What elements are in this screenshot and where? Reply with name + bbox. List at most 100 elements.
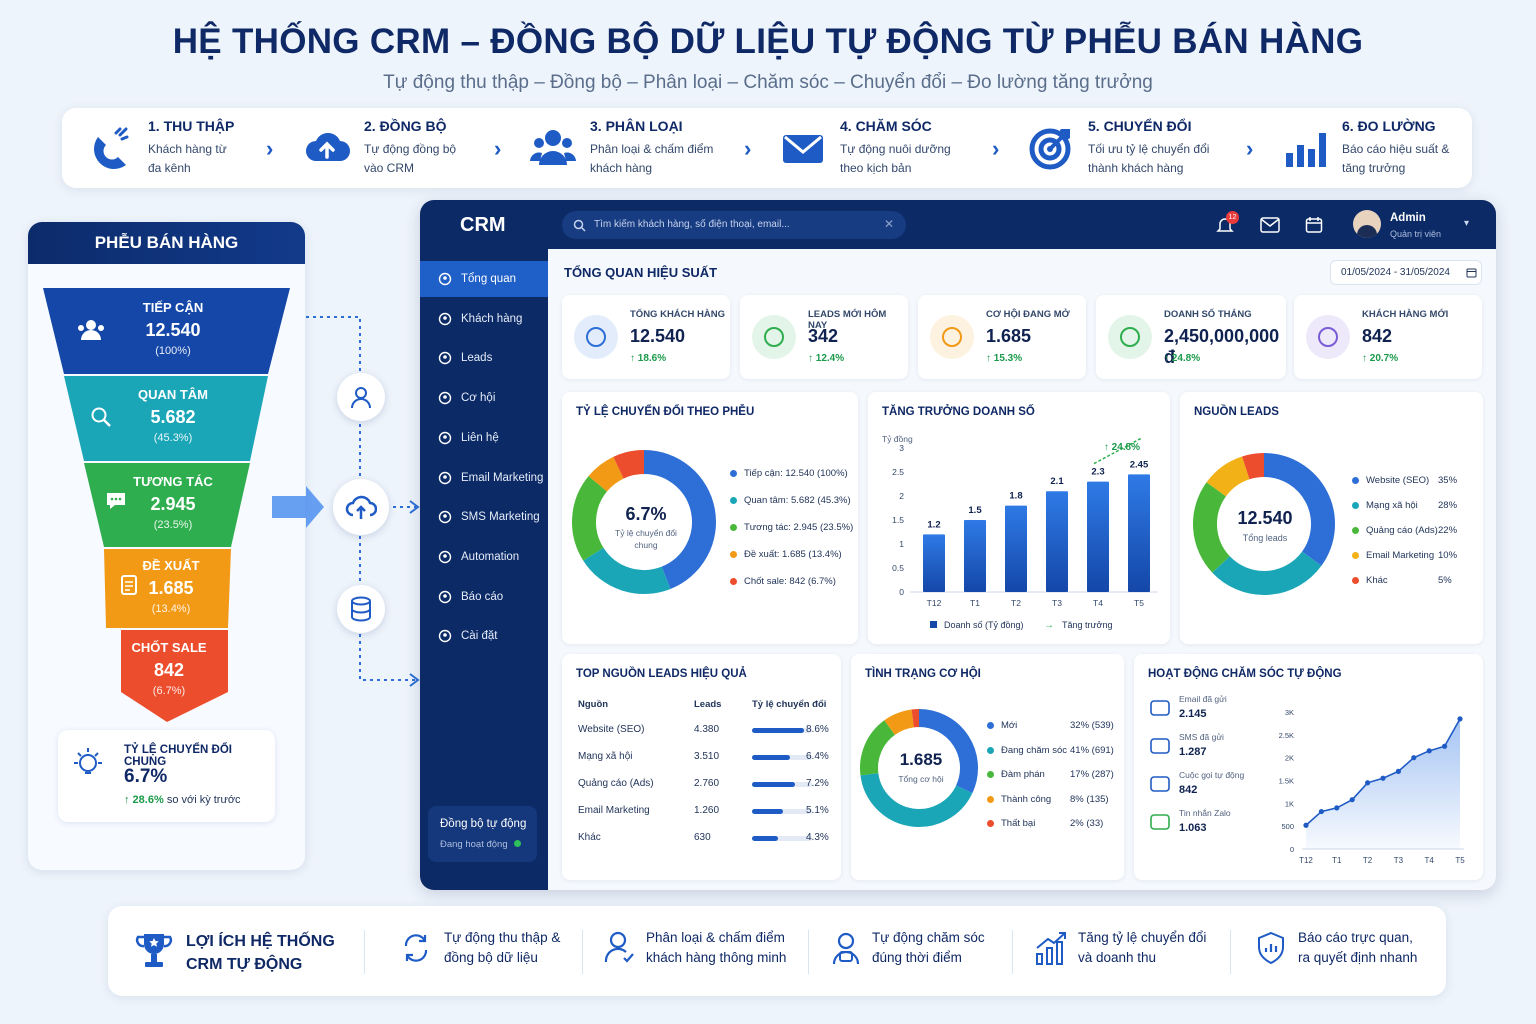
legend-text: Đề xuất: 1.685 (13.4%) [744,549,842,560]
user-check-icon [604,931,634,963]
legend-text: Đàm phán [1001,769,1045,780]
automation-value: 1.063 [1179,822,1207,834]
crm-logo: CRM [460,214,506,236]
auto-sync-status[interactable]: Đồng bộ tự động Đang hoạt động [428,806,537,862]
chevron-right-icon: › [266,136,274,161]
sidebar-item-user[interactable]: Khách hàng [420,301,548,337]
step-title: 4. CHĂM SÓC [840,118,932,134]
kpi-card[interactable]: TỔNG KHÁCH HÀNG 12.540 ↑ 18.6% [562,295,730,379]
sidebar-item-mail[interactable]: Email Marketing [420,460,548,496]
step-measure[interactable]: 6. ĐO LƯỜNG Báo cáo hiệu suất & tăng trưởn… [1280,108,1449,188]
growth-icon [1108,315,1152,359]
panel-title: HOẠT ĐỘNG CHĂM SÓC TỰ ĐỘNG [1148,668,1342,680]
users-icon [530,130,576,165]
x-tick-label: T2 [1011,598,1021,608]
donut-center-value: 12.540 [1237,508,1293,528]
sms-icon [438,510,452,524]
benefit-text: Phân loại & chấm điểm [646,930,785,945]
kpi-card[interactable]: KHÁCH HÀNG MỚI 842 ↑ 20.7% [1294,295,1482,379]
donut-center-value: 6.7% [625,504,667,524]
panel-title: TỶ LỆ CHUYỂN ĐỔI THEO PHỄU [576,406,755,418]
sidebar-item-funnel[interactable]: Cơ hội [420,380,548,416]
donut-segment [918,709,978,794]
y-tick-label: 1.5 [892,515,904,525]
donut-center-label: Tỷ lệ chuyển đổi [615,528,677,538]
legend-dot [730,578,737,585]
document-icon [121,575,137,595]
sidebar-item-leads[interactable]: Leads [420,340,548,376]
y-tick-label: 2.5K [1279,731,1294,740]
step-desc: tăng trưởng [1342,161,1406,175]
sidebar-item-label: Cơ hội [461,392,496,405]
rate-bar [752,755,812,760]
sidebar-item-contact[interactable]: Liên hệ [420,420,548,456]
legend-text: Thành công [1001,793,1052,805]
avatar[interactable] [1353,210,1381,238]
y-tick-label: 2 [899,491,904,501]
legend-dot [730,524,737,531]
donut-segment [643,450,716,589]
legend-text: Website (SEO) [1366,475,1430,486]
kpi-card[interactable]: CƠ HỘI ĐANG MỞ 1.685 ↑ 15.3% [918,295,1086,379]
funnel-level-value: 1.685 [148,578,194,598]
step-classify[interactable]: 3. PHÂN LOẠI Phân loại & chấm điểm khách h… [528,108,713,188]
chevron-down-icon[interactable]: ▾ [1464,218,1470,229]
legend-dot [987,746,994,754]
donut-segment [583,547,671,594]
funnel-level-value: 2.945 [150,494,196,514]
step-convert[interactable]: 5. CHUYỂN ĐỔI Tối ưu tỷ lệ chuyển đổi thàn… [1026,108,1209,188]
kpi-card[interactable]: LEADS MỚI HÔM NAY 342 ↑ 12.4% [740,295,908,379]
y-axis-unit: Tỷ đồng [882,434,913,444]
donut-segment [884,709,915,736]
trophy-icon [135,934,173,967]
step-nurture[interactable]: 4. CHĂM SÓC Tự động nuôi dưỡng theo kịch b… [778,108,951,188]
y-tick-label: 3K [1285,708,1294,717]
table-cell-rate: 7.2% [806,778,829,789]
user-name: Admin [1390,212,1426,224]
cloud-sync-icon [333,479,389,535]
step-title: 2. ĐỒNG BỘ [364,118,447,134]
sync-status-text: Đang hoạt động [440,839,508,850]
bar-value-label: 2.1 [1050,476,1064,487]
arrow-right-icon: → [1044,620,1054,631]
sidebar-item-sms[interactable]: SMS Marketing [420,499,548,535]
rate-bar-fill [752,782,796,787]
bar-value-label: 1.8 [1009,491,1022,502]
gear-icon [438,630,452,643]
rate-value: 6.7% [124,766,168,787]
lead-icon [752,315,796,359]
x-tick-label: T1 [1332,856,1342,865]
table-cell-source: Email Marketing [578,805,650,816]
legend-item: Website (SEO) [1352,475,1429,486]
search-icon [91,407,111,427]
mail-icon[interactable] [1260,217,1280,233]
column-header: Nguồn [578,699,609,710]
conversion-donut [572,450,716,594]
users-icon [574,315,618,359]
clear-search-icon[interactable]: ✕ [884,217,895,231]
page-title: HỆ THỐNG CRM – ĐỒNG BỘ DỮ LIỆU TỰ ĐỘNG T… [172,22,1364,61]
database-icon [337,585,385,633]
search-input[interactable]: Tìm kiếm khách hàng, số điện thoại, emai… [562,211,906,239]
date-range-picker[interactable]: 01/05/2024 - 31/05/2024 [1330,260,1482,285]
shield-report-icon [1258,931,1284,965]
sidebar-item-flow[interactable]: Automation [420,539,548,575]
step-sync[interactable]: 2. ĐỒNG BỘ Tự động đồng bộ vào CRM [302,108,456,188]
kpi-card[interactable]: DOANH SỐ THÁNG 2,450,000,000 đ ↑ 24.8% [1096,295,1286,379]
user-add-icon [1306,315,1350,359]
legend-item: Quảng cáo (Ads) [1352,525,1438,536]
sidebar-item-gear[interactable]: Cài đặt [420,618,548,654]
home-icon [438,272,452,286]
rate-bar-fill [752,836,778,841]
sidebar-item-report[interactable]: Báo cáo [420,579,548,615]
sync-status: Đang hoạt động [440,839,528,850]
sidebar-item-home[interactable]: Tổng quan [420,261,548,297]
funnel-level-name: ĐỀ XUẤT [142,558,200,573]
legend-value: 2% (33) [1070,818,1104,829]
legend-item: Khác [1352,575,1388,586]
conversion-panel: TỶ LỆ CHUYỂN ĐỔI THEO PHỄU 6.7% Tỷ lệ ch… [562,392,858,644]
calendar-icon[interactable] [1305,216,1323,234]
step-desc: khách hàng [590,161,653,175]
kpi-label: DOANH SỐ THÁNG [1164,309,1252,320]
step-collect[interactable]: 1. THU THẬP Khách hàng từ đa kênh [86,108,234,188]
